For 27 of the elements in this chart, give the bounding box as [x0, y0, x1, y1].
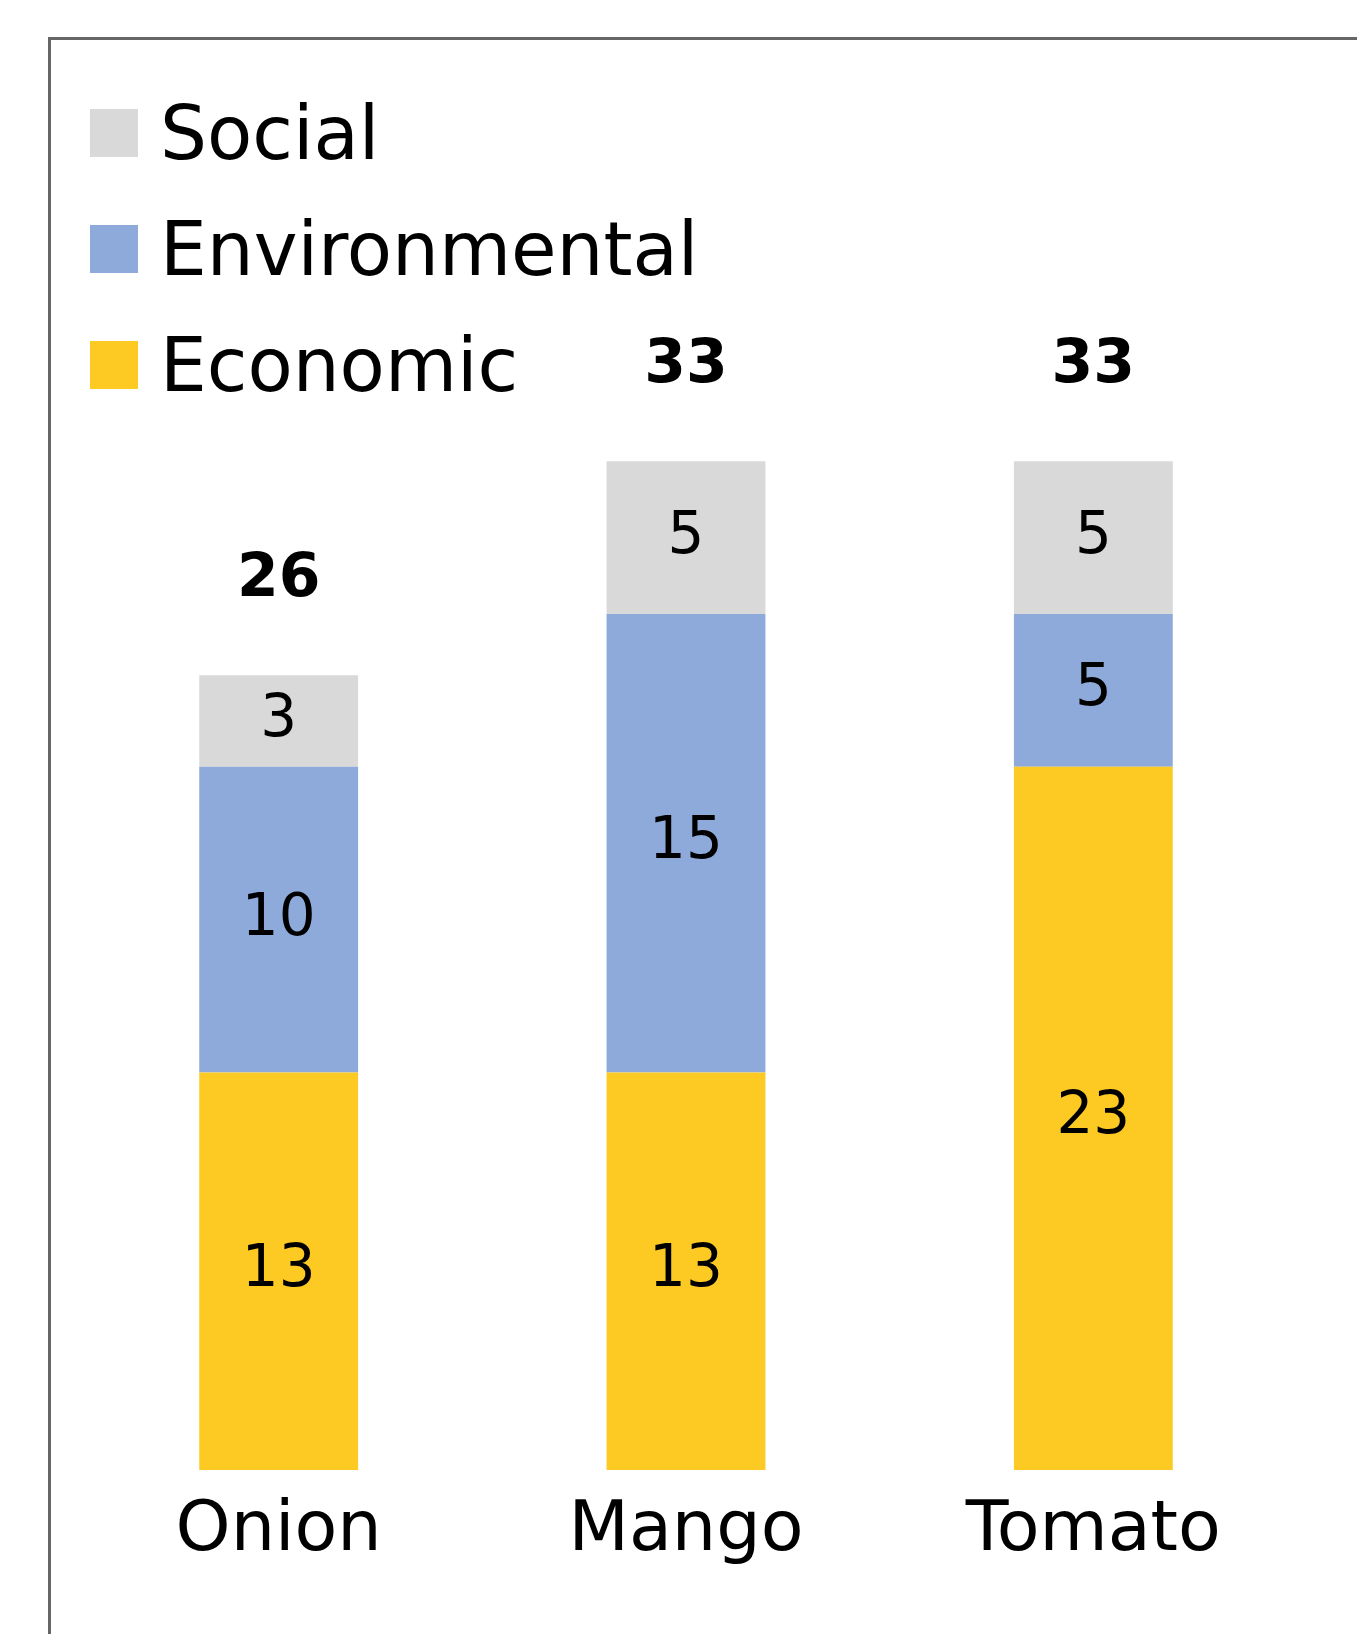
bar: [199, 766, 359, 1073]
bar: [606, 614, 766, 1073]
data-label: 15: [649, 804, 723, 873]
data-label: 10: [241, 880, 316, 949]
data-label: 5: [1074, 498, 1112, 567]
x-tick-label: Mango: [568, 1485, 804, 1568]
bar: [606, 461, 766, 614]
bar: [606, 1072, 766, 1470]
legend-label: Economic: [160, 321, 519, 410]
data-label: 13: [649, 1232, 723, 1301]
x-tick-label: Onion: [175, 1485, 382, 1568]
data-label: 5: [667, 498, 705, 567]
bar: [1013, 766, 1173, 1470]
data-label: 5: [1074, 651, 1112, 720]
bar: [199, 1072, 359, 1470]
total-label: 33: [1051, 325, 1136, 396]
bar: [1013, 461, 1173, 614]
legend-label: Social: [160, 89, 380, 178]
data-label: 13: [241, 1232, 316, 1301]
legend-label: Environmental: [160, 205, 699, 294]
x-tick-label: Tomato: [964, 1485, 1221, 1568]
bar: [199, 675, 359, 767]
total-label: 33: [644, 325, 728, 396]
bar: [1013, 614, 1173, 767]
data-label: 3: [260, 682, 298, 751]
total-label: 26: [236, 539, 321, 610]
data-label: 23: [1056, 1079, 1131, 1148]
